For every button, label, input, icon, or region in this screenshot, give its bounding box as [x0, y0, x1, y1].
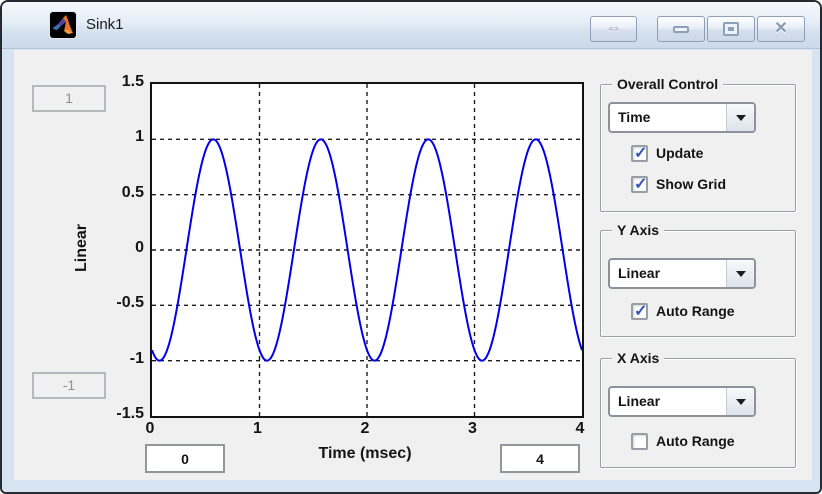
detach-icon: ⇔: [605, 20, 622, 37]
x-auto-range-row[interactable]: Auto Range: [631, 431, 735, 451]
maximize-button[interactable]: [707, 16, 755, 42]
titlebar[interactable]: Sink1 ⇔ ✕: [2, 2, 820, 49]
show-grid-checkbox[interactable]: [631, 174, 648, 194]
y-auto-range-checkbox[interactable]: [631, 301, 648, 321]
y-auto-range-label: Auto Range: [656, 303, 735, 319]
y-axis-label: Linear: [73, 223, 90, 273]
chevron-down-icon: [726, 260, 754, 287]
x-scale-dropdown-value: Linear: [618, 393, 661, 409]
y-axis-group: Y Axis Linear Auto Range: [600, 222, 796, 337]
update-checkbox[interactable]: [631, 143, 648, 163]
y-scale-dropdown[interactable]: Linear: [608, 258, 756, 289]
update-checkbox-label: Update: [656, 145, 704, 161]
close-button[interactable]: ✕: [757, 16, 805, 42]
y-min-display: -1: [32, 372, 106, 399]
show-grid-checkbox-row[interactable]: Show Grid: [631, 174, 726, 194]
overall-control-title: Overall Control: [612, 76, 724, 92]
y-scale-dropdown-value: Linear: [618, 265, 661, 281]
show-grid-checkbox-label: Show Grid: [656, 176, 726, 192]
x-axis-group: X Axis Linear Auto Range: [600, 350, 796, 468]
close-icon: ✕: [774, 20, 788, 37]
x-auto-range-label: Auto Range: [656, 433, 735, 449]
y-auto-range-row[interactable]: Auto Range: [631, 301, 735, 321]
maximize-icon: [723, 22, 739, 36]
overall-control-group: Overall Control Time Update Show Grid: [600, 76, 796, 212]
sine-wave: [152, 138, 582, 362]
domain-dropdown-value: Time: [618, 109, 651, 125]
minimize-icon: [673, 25, 689, 33]
y-max-display: 1: [32, 85, 106, 112]
window-title: Sink1: [86, 16, 124, 33]
chevron-down-icon: [726, 104, 754, 131]
x-axis-group-title: X Axis: [612, 350, 665, 366]
x-max-input[interactable]: [500, 444, 580, 473]
domain-dropdown[interactable]: Time: [608, 102, 756, 133]
y-axis-group-title: Y Axis: [612, 222, 665, 238]
sine-wave-chart: [152, 84, 582, 416]
update-checkbox-row[interactable]: Update: [631, 143, 703, 163]
x-auto-range-checkbox[interactable]: [631, 432, 648, 450]
x-min-input[interactable]: [145, 444, 225, 473]
detach-button[interactable]: ⇔: [590, 16, 637, 42]
x-axis-label: Time (msec): [318, 445, 412, 462]
x-scale-dropdown[interactable]: Linear: [608, 386, 756, 417]
signal-plot: [150, 82, 584, 418]
minimize-button[interactable]: [657, 16, 705, 42]
matlab-icon: [50, 12, 76, 38]
chevron-down-icon: [726, 388, 754, 415]
